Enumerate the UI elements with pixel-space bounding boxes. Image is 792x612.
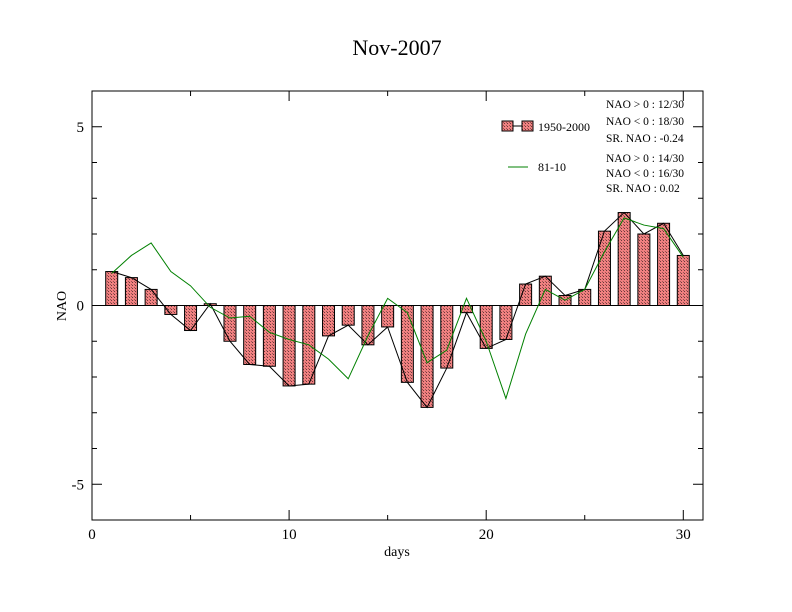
bar xyxy=(637,233,651,306)
stat-1950-neg: NAO < 0 : 18/30 xyxy=(606,116,684,128)
stats-81-10: NAO > 0 : 14/30 NAO < 0 : 16/30 SR. NAO … xyxy=(606,153,684,195)
x-tick-label: 10 xyxy=(282,527,297,543)
stat-8110-neg: NAO < 0 : 16/30 xyxy=(606,168,684,180)
x-axis-label: days xyxy=(384,545,410,560)
legend: 1950-2000 81-10 xyxy=(501,120,590,174)
y-tick-label: -5 xyxy=(72,477,85,493)
bar xyxy=(361,305,375,346)
bar xyxy=(282,305,296,387)
legend-label-81-10: 81-10 xyxy=(538,160,566,174)
line-series-1950-2000 xyxy=(111,211,684,409)
y-tick-label: 5 xyxy=(77,120,85,136)
bar xyxy=(676,254,690,306)
stat-8110-sr: SR. NAO : 0.02 xyxy=(606,183,680,195)
bar xyxy=(243,305,257,365)
y-tick-label: 0 xyxy=(77,299,85,315)
bar xyxy=(440,305,454,369)
bar xyxy=(124,277,138,306)
legend-label-1950-2000: 1950-2000 xyxy=(538,120,590,134)
bar xyxy=(617,212,631,306)
x-tick-label: 30 xyxy=(676,527,691,543)
bar xyxy=(105,271,119,307)
bar xyxy=(420,305,434,408)
stat-1950-pos: NAO > 0 : 12/30 xyxy=(606,99,684,111)
x-axis: 0 10 20 30 xyxy=(88,91,691,543)
bar xyxy=(223,305,237,342)
stat-1950-sr: SR. NAO : -0.24 xyxy=(606,133,684,145)
bar xyxy=(144,288,158,307)
bar xyxy=(499,305,513,340)
bar xyxy=(164,305,178,315)
x-tick-label: 0 xyxy=(88,527,96,543)
bar-series-1950-2000 xyxy=(105,212,690,408)
bar xyxy=(381,305,395,328)
legend-swatch-left xyxy=(501,120,514,132)
chart-title: Nov-2007 xyxy=(352,35,441,60)
stat-8110-pos: NAO > 0 : 14/30 xyxy=(606,153,684,165)
line-series-81-10 xyxy=(111,217,684,401)
stats-1950-2000: NAO > 0 : 12/30 NAO < 0 : 18/30 SR. NAO … xyxy=(606,99,684,145)
legend-swatch-right xyxy=(521,120,534,132)
bar xyxy=(322,305,336,337)
x-tick-label: 20 xyxy=(479,527,494,543)
bar xyxy=(262,305,276,367)
y-axis-label: NAO xyxy=(55,291,70,321)
bar xyxy=(341,305,355,326)
